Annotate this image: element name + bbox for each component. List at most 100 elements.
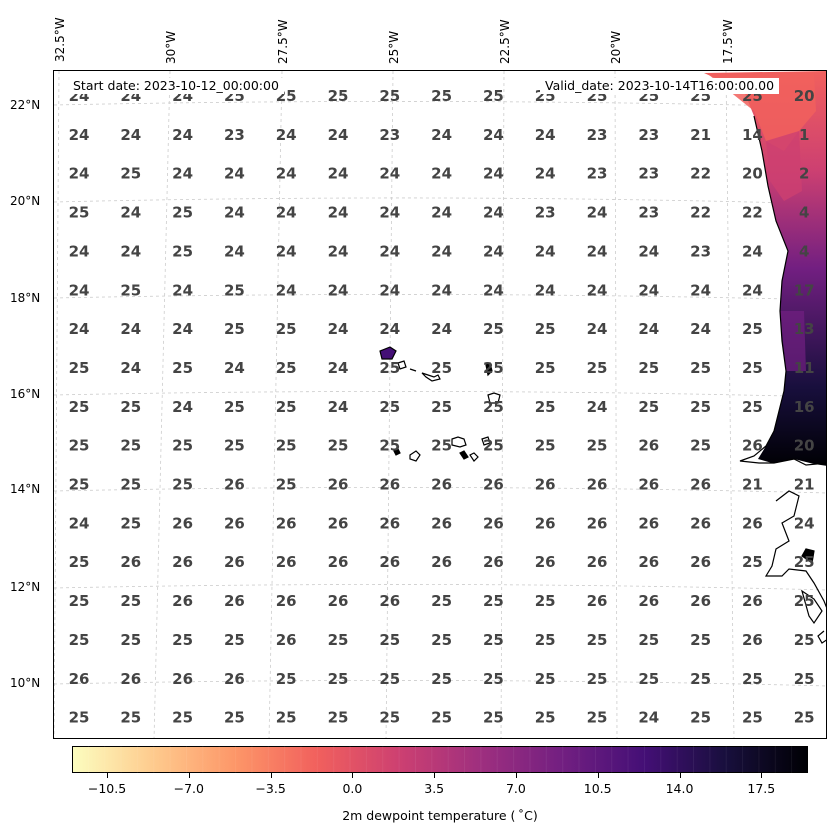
colorbar-title: 2m dewpoint temperature ( ˚C) (342, 808, 538, 823)
grid-value-cell: 25 (172, 242, 193, 260)
colorbar-tick-mark (679, 773, 681, 778)
grid-value-cell: 25 (742, 709, 763, 727)
grid-value-cell: 11 (794, 359, 815, 377)
grid-value-cell: 25 (328, 709, 349, 727)
grid-value-cell: 24 (276, 126, 297, 144)
grid-value-cell: 25 (276, 437, 297, 455)
grid-value-cell: 25 (535, 437, 556, 455)
grid-value-cell: 25 (69, 437, 90, 455)
grid-value-cell: 25 (690, 437, 711, 455)
colorbar-tick-label: 7.0 (505, 781, 526, 796)
grid-value-cell: 25 (535, 709, 556, 727)
grid-values-layer: 24 24 24 25 25 25 25 25 25 25 25 25 25 25 20 24 24 24 23 24… (69, 87, 815, 727)
grid-value-cell: 26 (535, 553, 556, 571)
grid-value-cell: 24 (638, 281, 659, 299)
grid-value-cell: 23 (535, 204, 556, 222)
grid-value-cell: 25 (276, 670, 297, 688)
grid-value-cell: 26 (587, 514, 608, 532)
grid-value-cell: 25 (742, 320, 763, 338)
grid-value-cell: 24 (120, 126, 141, 144)
grid-value-cell: 25 (379, 359, 400, 377)
grid-value-cell: 26 (69, 670, 90, 688)
grid-value-cell: 25 (172, 437, 193, 455)
grid-value-cell: 25 (587, 437, 608, 455)
grid-value-cell: 23 (587, 165, 608, 183)
grid-value-cell: 25 (379, 670, 400, 688)
grid-value-cell: 24 (69, 126, 90, 144)
grid-value-cell: 24 (483, 204, 504, 222)
cape-verde-islands (379, 346, 501, 462)
grid-value-cell: 25 (431, 87, 452, 105)
grid-value-cell: 25 (483, 87, 504, 105)
grid-value-cell: 24 (794, 514, 815, 532)
grid-value-cell: 24 (587, 320, 608, 338)
grid-value-cell: 26 (587, 592, 608, 610)
grid-value-cell: 20 (742, 165, 763, 183)
grid-value-cell: 24 (379, 242, 400, 260)
grid-value-cell: 24 (690, 281, 711, 299)
grid-value-cell: 26 (328, 553, 349, 571)
grid-value-cell: 25 (483, 398, 504, 416)
grid-value-cell: 25 (742, 553, 763, 571)
grid-value-cell: 25 (742, 359, 763, 377)
colorbar-tick-mark (188, 773, 190, 778)
grid-value-cell: 25 (483, 709, 504, 727)
grid-value-cell: 25 (69, 398, 90, 416)
grid-value-cell: 25 (742, 398, 763, 416)
grid-value-cell: 25 (224, 437, 245, 455)
grid-value-cell: 25 (690, 398, 711, 416)
grid-value-cell: 24 (172, 165, 193, 183)
grid-value-cell: 25 (535, 359, 556, 377)
grid-value-cell: 25 (690, 631, 711, 649)
colorbar-tick-label: −10.5 (87, 781, 127, 796)
grid-value-cell: 25 (276, 320, 297, 338)
map-panel[interactable]: 24 24 24 25 25 25 25 25 25 25 25 25 25 25 20 24 24 24 23 24… (53, 70, 827, 739)
grid-value-cell: 26 (483, 476, 504, 494)
map-canvas[interactable]: 24 24 24 25 25 25 25 25 25 25 25 25 25 25 20 24 24 24 23 24… (54, 71, 827, 739)
grid-value-cell: 25 (69, 709, 90, 727)
grid-value-cell: 25 (69, 476, 90, 494)
colorbar-tick-label: −7.0 (173, 781, 204, 796)
grid-value-cell: 25 (638, 359, 659, 377)
grid-value-cell: 4 (799, 242, 809, 260)
grid-value-cell: 26 (276, 592, 297, 610)
grid-value-cell: 26 (276, 631, 297, 649)
grid-value-cell: 25 (431, 359, 452, 377)
grid-value-cell: 20 (794, 87, 815, 105)
grid-value-cell: 22 (742, 204, 763, 222)
grid-value-cell: 23 (690, 242, 711, 260)
grid-value-cell: 24 (328, 281, 349, 299)
grid-value-cell: 25 (328, 437, 349, 455)
grid-value-cell: 25 (587, 709, 608, 727)
grid-value-cell: 25 (224, 281, 245, 299)
lon-label-32-5w: 32.5°W (53, 17, 67, 62)
grid-value-cell: 25 (794, 670, 815, 688)
grid-value-cell: 25 (328, 87, 349, 105)
grid-value-cell: 25 (587, 359, 608, 377)
start-date-text: Start date: 2023-10-12_00:00:00 (73, 78, 279, 93)
grid-value-cell: 26 (483, 514, 504, 532)
colorbar-tick-label: −3.5 (255, 781, 286, 796)
grid-value-cell: 25 (535, 398, 556, 416)
grid-value-cell: 25 (276, 359, 297, 377)
grid-value-cell: 25 (483, 592, 504, 610)
grid-value-cell: 25 (120, 437, 141, 455)
grid-value-cell: 26 (276, 553, 297, 571)
grid-value-cell: 25 (120, 631, 141, 649)
grid-value-cell: 24 (69, 514, 90, 532)
grid-value-cell: 24 (638, 709, 659, 727)
grid-value-cell: 24 (379, 281, 400, 299)
grid-value-cell: 25 (69, 204, 90, 222)
colorbar-tick-mark (515, 773, 517, 778)
lat-label-14n: 14°N (10, 482, 41, 496)
grid-value-cell: 25 (483, 320, 504, 338)
grid-value-cell: 25 (224, 709, 245, 727)
grid-value-cell: 25 (120, 281, 141, 299)
grid-value-cell: 25 (172, 631, 193, 649)
grid-value-cell: 24 (224, 242, 245, 260)
colorbar-tick-mark (434, 773, 436, 778)
valid-date-label: Valid_date: 2023-10-14T16:00:00.00 (540, 78, 780, 94)
grid-value-cell: 25 (483, 437, 504, 455)
grid-value-cell: 17 (794, 281, 815, 299)
grid-value-cell: 23 (638, 126, 659, 144)
